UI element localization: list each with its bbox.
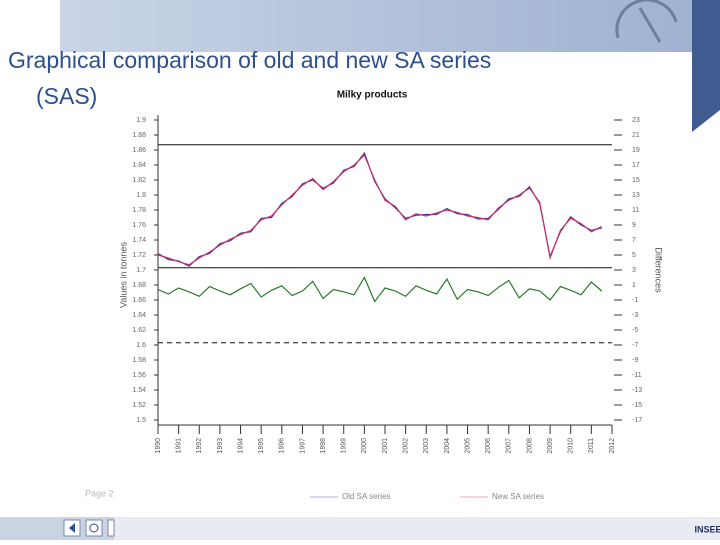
page-number: Page 2 bbox=[85, 488, 114, 498]
y-tick-label: 1.54 bbox=[132, 387, 146, 394]
y2-tick-label: -9 bbox=[632, 357, 638, 364]
y2-tick-label: 19 bbox=[632, 147, 640, 154]
x-tick-label: 2002 bbox=[402, 438, 409, 454]
y-tick-label: 1.64 bbox=[132, 312, 146, 319]
x-tick-label: 1996 bbox=[279, 438, 286, 454]
y2-tick-label: -15 bbox=[632, 402, 642, 409]
series-line bbox=[157, 151, 602, 267]
x-tick-label: 1990 bbox=[155, 438, 162, 454]
x-tick-label: 2003 bbox=[423, 438, 430, 454]
x-tick-label: 1995 bbox=[258, 438, 265, 454]
y2-tick-label: 23 bbox=[632, 117, 640, 124]
x-tick-label: 2009 bbox=[547, 438, 554, 454]
x-tick-label: 2001 bbox=[382, 438, 389, 454]
header-logo bbox=[615, 0, 678, 43]
y-tick-label: 1.88 bbox=[132, 132, 146, 139]
x-tick-label: 2006 bbox=[485, 438, 492, 454]
y2-tick-label: -3 bbox=[632, 312, 638, 319]
x-tick-label: 1999 bbox=[341, 438, 348, 454]
nav-home[interactable] bbox=[85, 519, 103, 537]
x-tick-label: 2007 bbox=[506, 438, 513, 454]
y-tick-label: 1.76 bbox=[132, 222, 146, 229]
y2-tick-label: 13 bbox=[632, 192, 640, 199]
x-tick-label: 1997 bbox=[299, 438, 306, 454]
y2-tick-label: 11 bbox=[632, 207, 639, 214]
y2-tick-label: 5 bbox=[632, 252, 636, 259]
y-tick-label: 1.62 bbox=[132, 327, 146, 334]
series-line bbox=[157, 154, 602, 266]
y2-tick-label: -5 bbox=[632, 327, 638, 334]
legend-label: New SA series bbox=[492, 492, 544, 501]
x-tick-label: 1998 bbox=[320, 438, 327, 454]
y-tick-label: 1.74 bbox=[132, 237, 146, 244]
x-tick-label: 1991 bbox=[175, 438, 182, 454]
legend-label: Old SA series bbox=[342, 492, 390, 501]
y-tick-label: 1.78 bbox=[132, 207, 146, 214]
y-tick-label: 1.66 bbox=[132, 297, 146, 304]
y2-tick-label: 9 bbox=[632, 222, 636, 229]
x-tick-label: 1994 bbox=[237, 438, 244, 454]
x-tick-label: 2004 bbox=[444, 438, 451, 454]
y-tick-label: 1.7 bbox=[136, 267, 146, 274]
y2-tick-label: 17 bbox=[632, 162, 640, 169]
x-tick-label: 2012 bbox=[609, 438, 616, 454]
y-tick-label: 1.8 bbox=[136, 192, 146, 199]
x-tick-label: 2011 bbox=[588, 438, 595, 453]
y2-tick-label: -13 bbox=[632, 387, 642, 394]
slide-title: Graphical comparison of old and new SA s… bbox=[8, 47, 491, 73]
footer-band bbox=[0, 517, 720, 540]
chart-title: Milky products bbox=[337, 90, 408, 101]
y-tick-label: 1.56 bbox=[132, 372, 146, 379]
y-tick-label: 1.58 bbox=[132, 357, 146, 364]
x-tick-label: 1992 bbox=[196, 438, 203, 454]
x-tick-label: 1993 bbox=[217, 438, 224, 454]
side-band bbox=[692, 0, 720, 132]
y-tick-label: 1.6 bbox=[136, 342, 146, 349]
y2-tick-label: 21 bbox=[632, 132, 640, 139]
y-tick-label: 1.86 bbox=[132, 147, 146, 154]
y2-tick-label: 7 bbox=[632, 237, 636, 244]
header-band bbox=[60, 0, 692, 52]
y2-tick-label: -11 bbox=[632, 372, 642, 379]
x-tick-label: 2000 bbox=[361, 438, 368, 454]
y-tick-label: 1.84 bbox=[132, 162, 146, 169]
nav-previous[interactable] bbox=[63, 519, 81, 537]
y2-axis-label: Differences bbox=[654, 247, 664, 293]
x-tick-label: 2010 bbox=[568, 438, 575, 454]
y-tick-label: 1.9 bbox=[136, 117, 146, 124]
y2-tick-label: 1 bbox=[632, 282, 636, 289]
x-tick-label: 2005 bbox=[464, 438, 471, 454]
y-tick-label: 1.5 bbox=[136, 417, 146, 424]
series-line bbox=[157, 276, 603, 303]
y2-tick-label: 15 bbox=[632, 177, 640, 184]
y2-tick-label: -17 bbox=[632, 417, 642, 424]
y2-tick-label: 3 bbox=[632, 267, 636, 274]
nav-next[interactable] bbox=[107, 519, 115, 537]
logo: INSEE bbox=[694, 524, 720, 534]
y-tick-label: 1.52 bbox=[132, 402, 146, 409]
y2-tick-label: -7 bbox=[632, 342, 638, 349]
y-tick-label: 1.72 bbox=[132, 252, 146, 259]
y-tick-label: 1.82 bbox=[132, 177, 146, 184]
y-tick-label: 1.68 bbox=[132, 282, 146, 289]
slide-title: (SAS) bbox=[36, 83, 97, 109]
x-tick-label: 2008 bbox=[526, 438, 533, 454]
y-axis-label: Values in tonnes bbox=[118, 242, 128, 308]
y2-tick-label: -1 bbox=[632, 297, 638, 304]
